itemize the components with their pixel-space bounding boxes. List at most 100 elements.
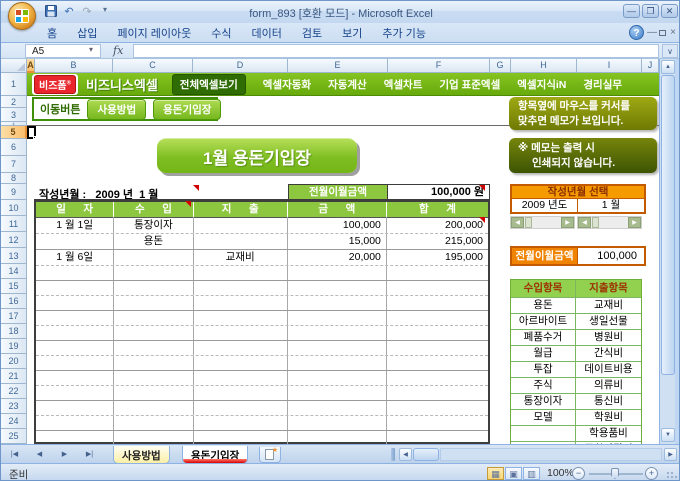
ledger-cell[interactable]: 1 월 1일 [36, 218, 115, 233]
column-header-F[interactable]: F [388, 59, 490, 73]
vertical-scroll-thumb[interactable] [661, 75, 675, 375]
row-header-7[interactable]: 7 [1, 156, 27, 173]
menubar-item-3[interactable]: 엑셀차트 [383, 78, 423, 91]
row-header-6[interactable]: 6 [1, 139, 27, 156]
tab-prev-button[interactable]: ◀ [36, 451, 43, 458]
ledger-cell[interactable]: 100,000 [288, 218, 387, 233]
item-expense-cell[interactable]: 생일선물 [576, 313, 641, 329]
year-spinner-thumb[interactable] [525, 217, 532, 228]
minimize-button[interactable]: — [623, 4, 640, 18]
ledger-cell[interactable]: 1 월 6일 [36, 250, 115, 265]
ledger-cell[interactable] [387, 341, 488, 355]
scroll-right-button[interactable]: ▶ [664, 448, 677, 461]
ledger-cell[interactable] [114, 371, 194, 385]
column-header-A[interactable]: A [27, 59, 35, 73]
ledger-cell[interactable] [36, 266, 115, 280]
carryover-label-cell[interactable]: 전월이월금액 [288, 184, 388, 200]
scroll-down-button[interactable]: ▼ [661, 428, 675, 442]
ledger-cell[interactable] [194, 401, 288, 415]
month-spinner-right-button[interactable]: ▶ [628, 217, 641, 228]
item-expense-cell[interactable]: 데이트비용 [576, 361, 641, 377]
ledger-cell[interactable]: 교재비 [194, 250, 288, 265]
row-header-1[interactable]: 1 [1, 73, 27, 96]
ledger-cell[interactable] [114, 401, 194, 415]
ledger-cell[interactable] [114, 431, 194, 444]
selected-cell-a5[interactable] [27, 126, 36, 139]
column-header-E[interactable]: E [288, 59, 388, 73]
item-expense-cell[interactable]: 통신비 [576, 393, 641, 409]
ledger-cell[interactable] [194, 311, 288, 325]
menubar-item-4[interactable]: 기업 표준엑셀 [439, 78, 501, 91]
zoom-slider-thumb[interactable] [611, 468, 619, 479]
row-header-5[interactable]: 5 [1, 126, 27, 139]
name-box-dropdown-icon[interactable]: ▾ [89, 45, 94, 54]
tab-last-button[interactable]: ▶| [85, 451, 94, 458]
ribbon-tab-4[interactable]: 데이터 [251, 28, 282, 40]
row-header-10[interactable]: 10 [1, 200, 27, 216]
ledger-cell[interactable] [387, 386, 488, 400]
row-header-14[interactable]: 14 [1, 264, 27, 279]
scroll-up-button[interactable]: ▲ [661, 60, 675, 74]
workbook-close-button[interactable]: × [670, 27, 676, 38]
row-header-4[interactable]: 4 [1, 122, 27, 126]
resize-grip[interactable] [667, 472, 669, 474]
ledger-cell[interactable] [36, 431, 115, 444]
zoom-level-label[interactable]: 100% [547, 467, 574, 479]
ledger-cell[interactable] [387, 356, 488, 370]
help-icon[interactable]: ? [629, 25, 644, 40]
zoom-in-button[interactable]: + [645, 467, 658, 480]
ledger-cell[interactable] [36, 401, 115, 415]
ledger-cell[interactable] [36, 296, 115, 310]
ribbon-tab-7[interactable]: 추가 기능 [382, 28, 426, 40]
row-header-11[interactable]: 11 [1, 216, 27, 232]
menubar-item-5[interactable]: 엑셀지식iN [517, 78, 567, 91]
ledger-cell[interactable] [194, 386, 288, 400]
redo-icon[interactable]: ↷ [82, 6, 92, 18]
year-spinner-right-button[interactable]: ▶ [561, 217, 574, 228]
ledger-cell[interactable] [288, 281, 387, 295]
ledger-cell[interactable] [288, 356, 387, 370]
ledger-cell[interactable] [36, 356, 115, 370]
column-header-B[interactable]: B [35, 59, 113, 73]
fill-handle[interactable] [33, 136, 36, 139]
undo-icon[interactable]: ↶ [64, 6, 74, 18]
ledger-cell[interactable] [36, 341, 115, 355]
view-page-break-button[interactable]: ▥ [523, 467, 540, 480]
ribbon-tab-0[interactable]: 홈 [47, 28, 58, 40]
ledger-cell[interactable] [36, 416, 115, 430]
office-button[interactable] [8, 2, 36, 30]
ledger-cell[interactable] [387, 281, 488, 295]
ledger-cell[interactable]: 통장이자 [114, 218, 194, 233]
maximize-button[interactable]: ❐ [642, 4, 659, 18]
column-header-G[interactable]: G [490, 59, 511, 73]
ledger-header-2[interactable]: 지 출 [193, 202, 288, 218]
item-income-cell[interactable]: 모델 [511, 409, 576, 425]
vertical-scrollbar[interactable]: ▲ ▼ [659, 59, 675, 444]
ribbon-tab-1[interactable]: 삽입 [77, 28, 98, 40]
ledger-cell[interactable] [194, 281, 288, 295]
ledger-cell[interactable] [194, 416, 288, 430]
item-income-cell[interactable]: 아르바이트 [511, 313, 576, 329]
ledger-cell[interactable] [387, 401, 488, 415]
ledger-cell[interactable] [114, 416, 194, 430]
side-carryover-value[interactable]: 100,000 [578, 248, 644, 264]
sheet-tab-ledger[interactable]: 용돈기입장 [182, 446, 249, 464]
ledger-header-1[interactable]: 수 입 [114, 202, 194, 218]
ledger-header-0[interactable]: 일 자 [36, 202, 115, 218]
view-normal-button[interactable]: ▦ [487, 467, 504, 480]
ledger-cell[interactable] [114, 266, 194, 280]
item-expense-cell[interactable]: 교재비 [576, 297, 641, 313]
ledger-cell[interactable] [194, 266, 288, 280]
column-header-I[interactable]: I [577, 59, 642, 73]
ledger-cell[interactable] [36, 371, 115, 385]
row-header-9[interactable]: 9 [1, 184, 27, 200]
column-header-D[interactable]: D [193, 59, 288, 73]
ledger-cell[interactable] [387, 431, 488, 444]
tab-split-handle[interactable] [391, 448, 395, 461]
column-header-C[interactable]: C [113, 59, 193, 73]
menubar-item-1[interactable]: 엑셀자동화 [262, 78, 312, 91]
row-header-25[interactable]: 25 [1, 429, 27, 444]
tab-next-button[interactable]: ▶ [61, 451, 68, 458]
scroll-left-button[interactable]: ◀ [399, 448, 412, 461]
column-header-J[interactable]: J [642, 59, 659, 73]
